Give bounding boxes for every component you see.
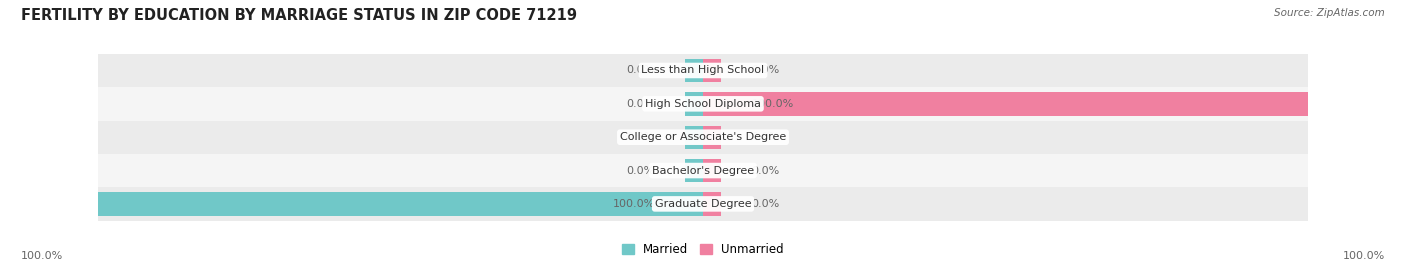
Text: 0.0%: 0.0% [627, 132, 655, 142]
Bar [685, 59, 703, 82]
Bar [703, 92, 1308, 115]
Text: 0.0%: 0.0% [751, 132, 779, 142]
Text: 0.0%: 0.0% [627, 165, 655, 176]
Text: FERTILITY BY EDUCATION BY MARRIAGE STATUS IN ZIP CODE 71219: FERTILITY BY EDUCATION BY MARRIAGE STATU… [21, 8, 576, 23]
Text: Bachelor's Degree: Bachelor's Degree [652, 165, 754, 176]
Bar [685, 126, 703, 149]
Legend: Married, Unmarried: Married, Unmarried [617, 238, 789, 260]
Text: 100.0%: 100.0% [613, 199, 655, 209]
Text: 0.0%: 0.0% [751, 165, 779, 176]
Bar [703, 192, 721, 215]
Text: 0.0%: 0.0% [751, 199, 779, 209]
Bar [98, 87, 1308, 121]
Text: 100.0%: 100.0% [1343, 251, 1385, 261]
Text: 100.0%: 100.0% [21, 251, 63, 261]
Text: College or Associate's Degree: College or Associate's Degree [620, 132, 786, 142]
Bar [98, 121, 1308, 154]
Text: Source: ZipAtlas.com: Source: ZipAtlas.com [1274, 8, 1385, 18]
Text: High School Diploma: High School Diploma [645, 99, 761, 109]
Bar [703, 126, 721, 149]
Text: 0.0%: 0.0% [627, 99, 655, 109]
Text: Less than High School: Less than High School [641, 65, 765, 76]
Bar [98, 54, 1308, 87]
Bar [703, 159, 721, 182]
Bar [98, 154, 1308, 187]
Text: 0.0%: 0.0% [751, 65, 779, 76]
Text: 100.0%: 100.0% [751, 99, 793, 109]
Bar [685, 159, 703, 182]
Bar [98, 187, 1308, 221]
Text: Graduate Degree: Graduate Degree [655, 199, 751, 209]
Bar [685, 92, 703, 115]
Bar [98, 192, 703, 215]
Bar [703, 59, 721, 82]
Text: 0.0%: 0.0% [627, 65, 655, 76]
